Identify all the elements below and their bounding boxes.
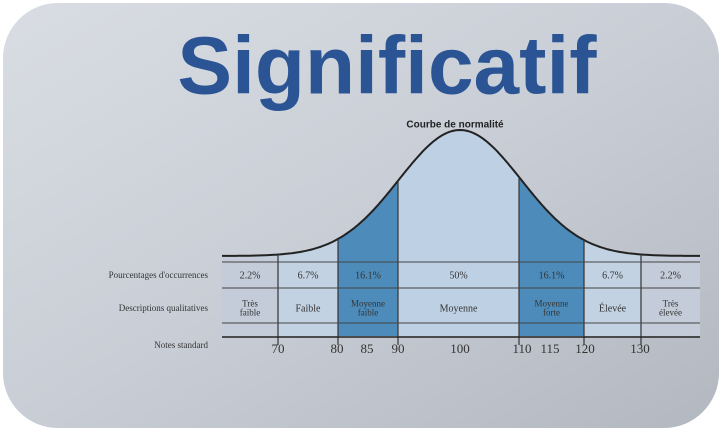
band-percent: 16.1%: [355, 270, 381, 281]
score-label: 130: [630, 341, 650, 356]
band-percent: 16.1%: [539, 270, 565, 281]
band-percent: 6.7%: [602, 270, 623, 281]
band-shade: [222, 255, 278, 337]
score-label: 90: [392, 341, 405, 356]
score-label: 70: [272, 341, 285, 356]
screenshot: Pourcentages d'occurrences Descriptions q…: [0, 0, 722, 431]
band-description: Faible: [296, 303, 322, 314]
page: {"title": "Significatif", "curve_title":…: [0, 0, 722, 431]
score-label: 85: [361, 341, 374, 356]
band-percent: 2.2%: [660, 270, 681, 281]
band-description: Moyenne: [440, 303, 478, 314]
score-label: 120: [575, 341, 595, 356]
score-label: 80: [331, 341, 344, 356]
band-description: faible: [358, 308, 379, 318]
row-label: Descriptions qualitatives: [119, 303, 209, 313]
title: Significatif: [177, 21, 597, 112]
curve-title: Courbe de normalité: [406, 120, 504, 131]
band-description: faible: [240, 308, 261, 318]
band-percent: 6.7%: [298, 270, 319, 281]
score-label: 100: [450, 341, 470, 356]
score-label: 115: [540, 341, 559, 356]
band-description: élevée: [659, 308, 682, 318]
band-percent: 2.2%: [240, 270, 261, 281]
score-label: 110: [512, 341, 531, 356]
row-label: Notes standard: [154, 340, 208, 350]
band-description: forte: [543, 308, 560, 318]
band-description: Élevée: [599, 302, 627, 314]
band-shade: [641, 255, 700, 337]
band-percent: 50%: [449, 270, 467, 281]
row-label: Pourcentages d'occurrences: [109, 270, 209, 280]
